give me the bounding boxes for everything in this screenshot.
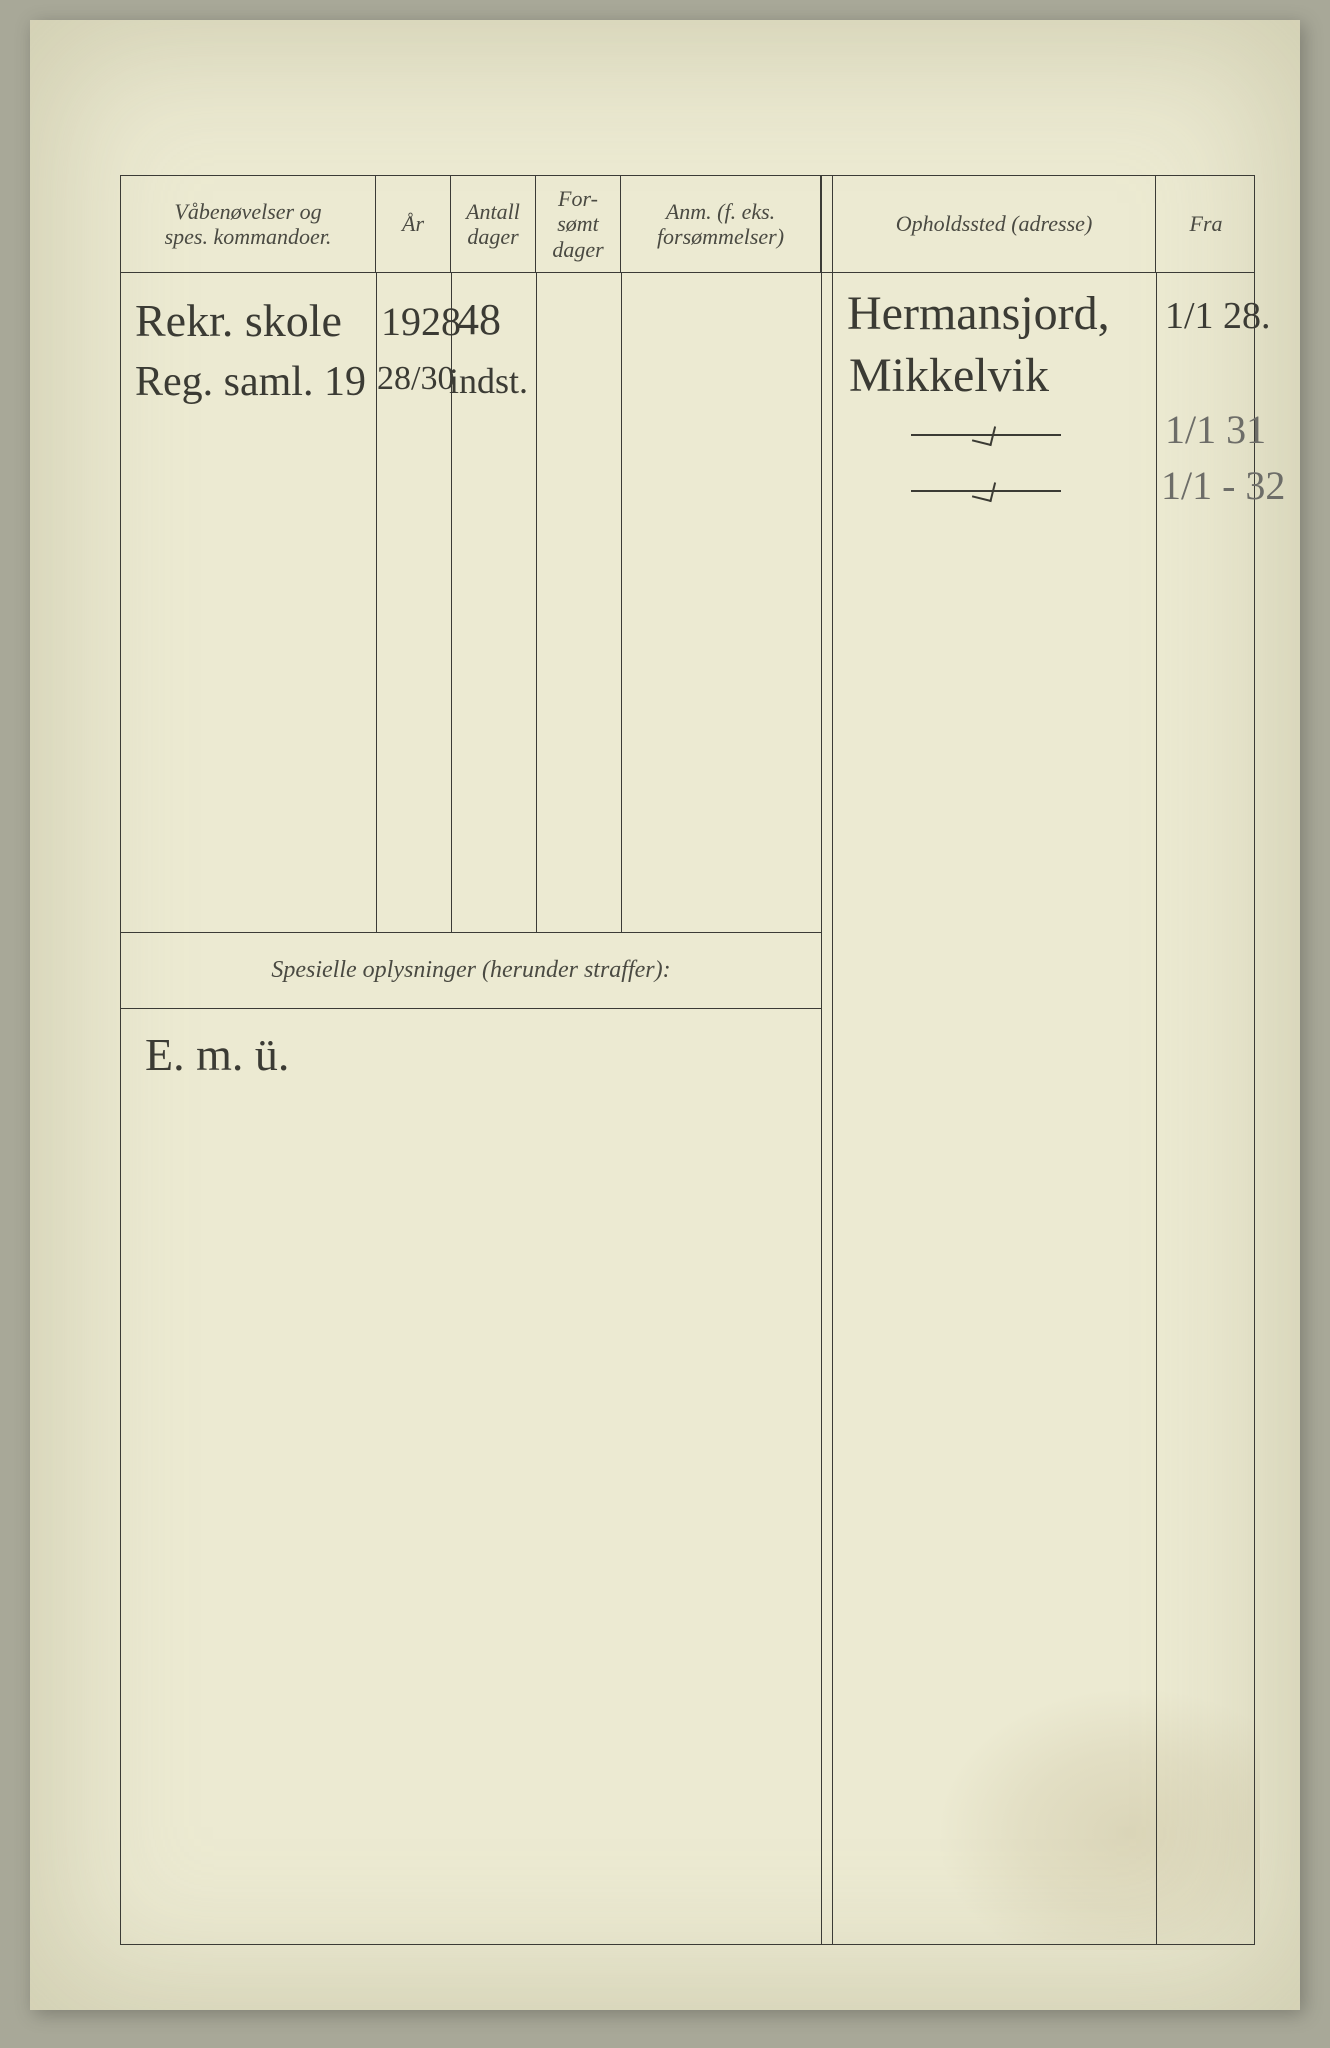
header-ovelser-label: Våbenøvelser ogspes. kommandoer. bbox=[121, 176, 375, 272]
header-forsomt-dager: For-sømtdager bbox=[536, 176, 621, 272]
double-rule-gap bbox=[821, 176, 833, 1944]
entry-ovelser-1: Rekr. skole bbox=[135, 294, 342, 347]
entry-ad-2: indst. bbox=[449, 360, 528, 402]
header-antall-dager: Antalldager bbox=[451, 176, 536, 272]
header-bottom-rule bbox=[121, 272, 1254, 273]
table-frame: Våbenøvelser ogspes. kommandoer. År Anta… bbox=[120, 175, 1255, 1945]
entry-spesielle: E. m. ü. bbox=[145, 1028, 289, 1081]
spesielle-label: Spesielle oplysninger (herunder straffer… bbox=[121, 932, 821, 1008]
ditto-mark-2 bbox=[911, 490, 1061, 492]
rule-v4 bbox=[621, 272, 622, 932]
entry-fra-3: 1/1 31 bbox=[1165, 406, 1266, 453]
header-anm-label: Anm. (f. eks.forsømmelser) bbox=[621, 176, 820, 272]
header-opholdssted-label: Opholdssted (adresse) bbox=[833, 176, 1155, 272]
header-fra-label: Fra bbox=[1156, 176, 1256, 272]
header-forsomt-dager-label: For-sømtdager bbox=[536, 176, 620, 272]
entry-ar-1: 1928 bbox=[381, 298, 461, 345]
header-anm: Anm. (f. eks.forsømmelser) bbox=[621, 176, 821, 272]
ditto-mark-1 bbox=[911, 434, 1061, 436]
rule-v3 bbox=[536, 272, 537, 932]
spesielle-bottom-rule bbox=[121, 1008, 821, 1009]
header-fra: Fra bbox=[1156, 176, 1256, 272]
entry-op-1: Hermansjord, bbox=[847, 286, 1110, 341]
header-ar: År bbox=[376, 176, 451, 272]
entry-ovelser-2: Reg. saml. 19 bbox=[135, 358, 366, 406]
document-page: Våbenøvelser ogspes. kommandoer. År Anta… bbox=[30, 20, 1300, 2010]
entry-ad-1: 48 bbox=[457, 294, 501, 345]
rule-v-op-fra bbox=[1156, 272, 1157, 1944]
entry-ar-2: 28/30 bbox=[377, 360, 454, 398]
header-ovelser: Våbenøvelser ogspes. kommandoer. bbox=[121, 176, 376, 272]
entry-fra-1: 1/1 28. bbox=[1165, 294, 1271, 338]
entry-fra-4: 1/1 - 32 bbox=[1161, 462, 1285, 509]
header-opholdssted: Opholdssted (adresse) bbox=[833, 176, 1156, 272]
header-antall-dager-label: Antalldager bbox=[451, 176, 535, 272]
header-ar-label: År bbox=[376, 176, 450, 272]
entry-op-2: Mikkelvik bbox=[849, 348, 1049, 403]
